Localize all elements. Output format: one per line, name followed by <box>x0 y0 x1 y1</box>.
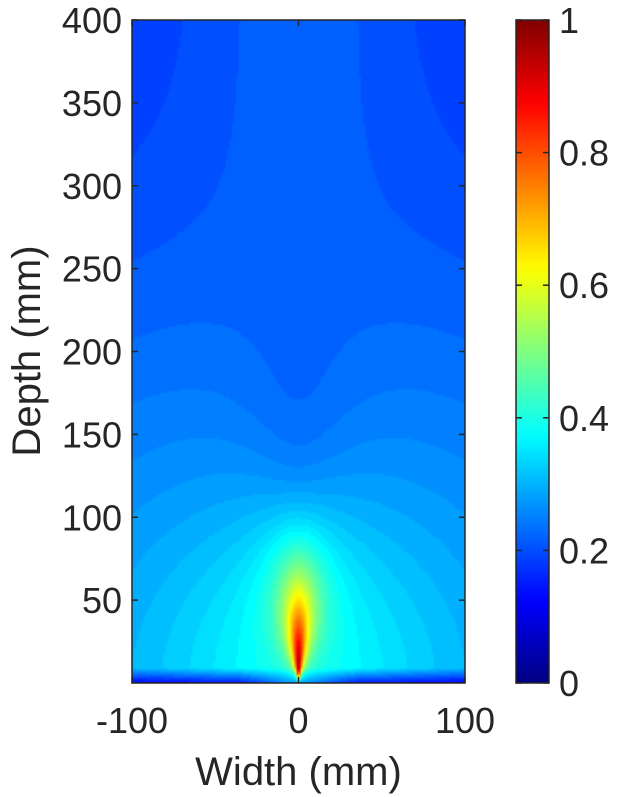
y-tick-label: 400 <box>62 0 122 41</box>
y-tick-label: 150 <box>62 414 122 455</box>
y-axis-ticks: 50 100 150 200 250 300 350 400 <box>62 0 465 621</box>
x-tick-label: 100 <box>435 700 495 741</box>
x-axis-label: Width (mm) <box>195 750 402 794</box>
colorbar-tick-label: 0.8 <box>559 133 609 174</box>
colorbar-tick-label: 0.2 <box>559 530 609 571</box>
colorbar-tick-label: 0.4 <box>559 398 609 439</box>
y-tick-label: 350 <box>62 83 122 124</box>
colorbar-ticks: 0 0.2 0.4 0.6 0.8 1 <box>516 0 609 704</box>
colorbar-tick-label: 0 <box>559 663 579 704</box>
colorbar-tick-label: 0.6 <box>559 265 609 306</box>
x-axis-ticks: -100 0 100 <box>96 20 495 741</box>
colorbar: 0 0.2 0.4 0.6 0.8 1 <box>515 0 609 704</box>
y-tick-label: 200 <box>62 332 122 373</box>
heatmap-image <box>132 20 465 683</box>
colorbar-gradient <box>516 20 549 683</box>
y-tick-label: 300 <box>62 166 122 207</box>
x-tick-label: -100 <box>96 700 168 741</box>
colorbar-frame <box>515 19 550 684</box>
y-tick-label: 100 <box>62 497 122 538</box>
y-tick-label: 50 <box>82 580 122 621</box>
colorbar-tick-label: 1 <box>559 0 579 41</box>
y-tick-label: 250 <box>62 249 122 290</box>
y-axis-label: Depth (mm) <box>5 245 49 456</box>
x-tick-label: 0 <box>288 700 308 741</box>
plot-area: -100 0 100 50 100 150 200 250 300 350 400 Width (… <box>5 0 495 794</box>
